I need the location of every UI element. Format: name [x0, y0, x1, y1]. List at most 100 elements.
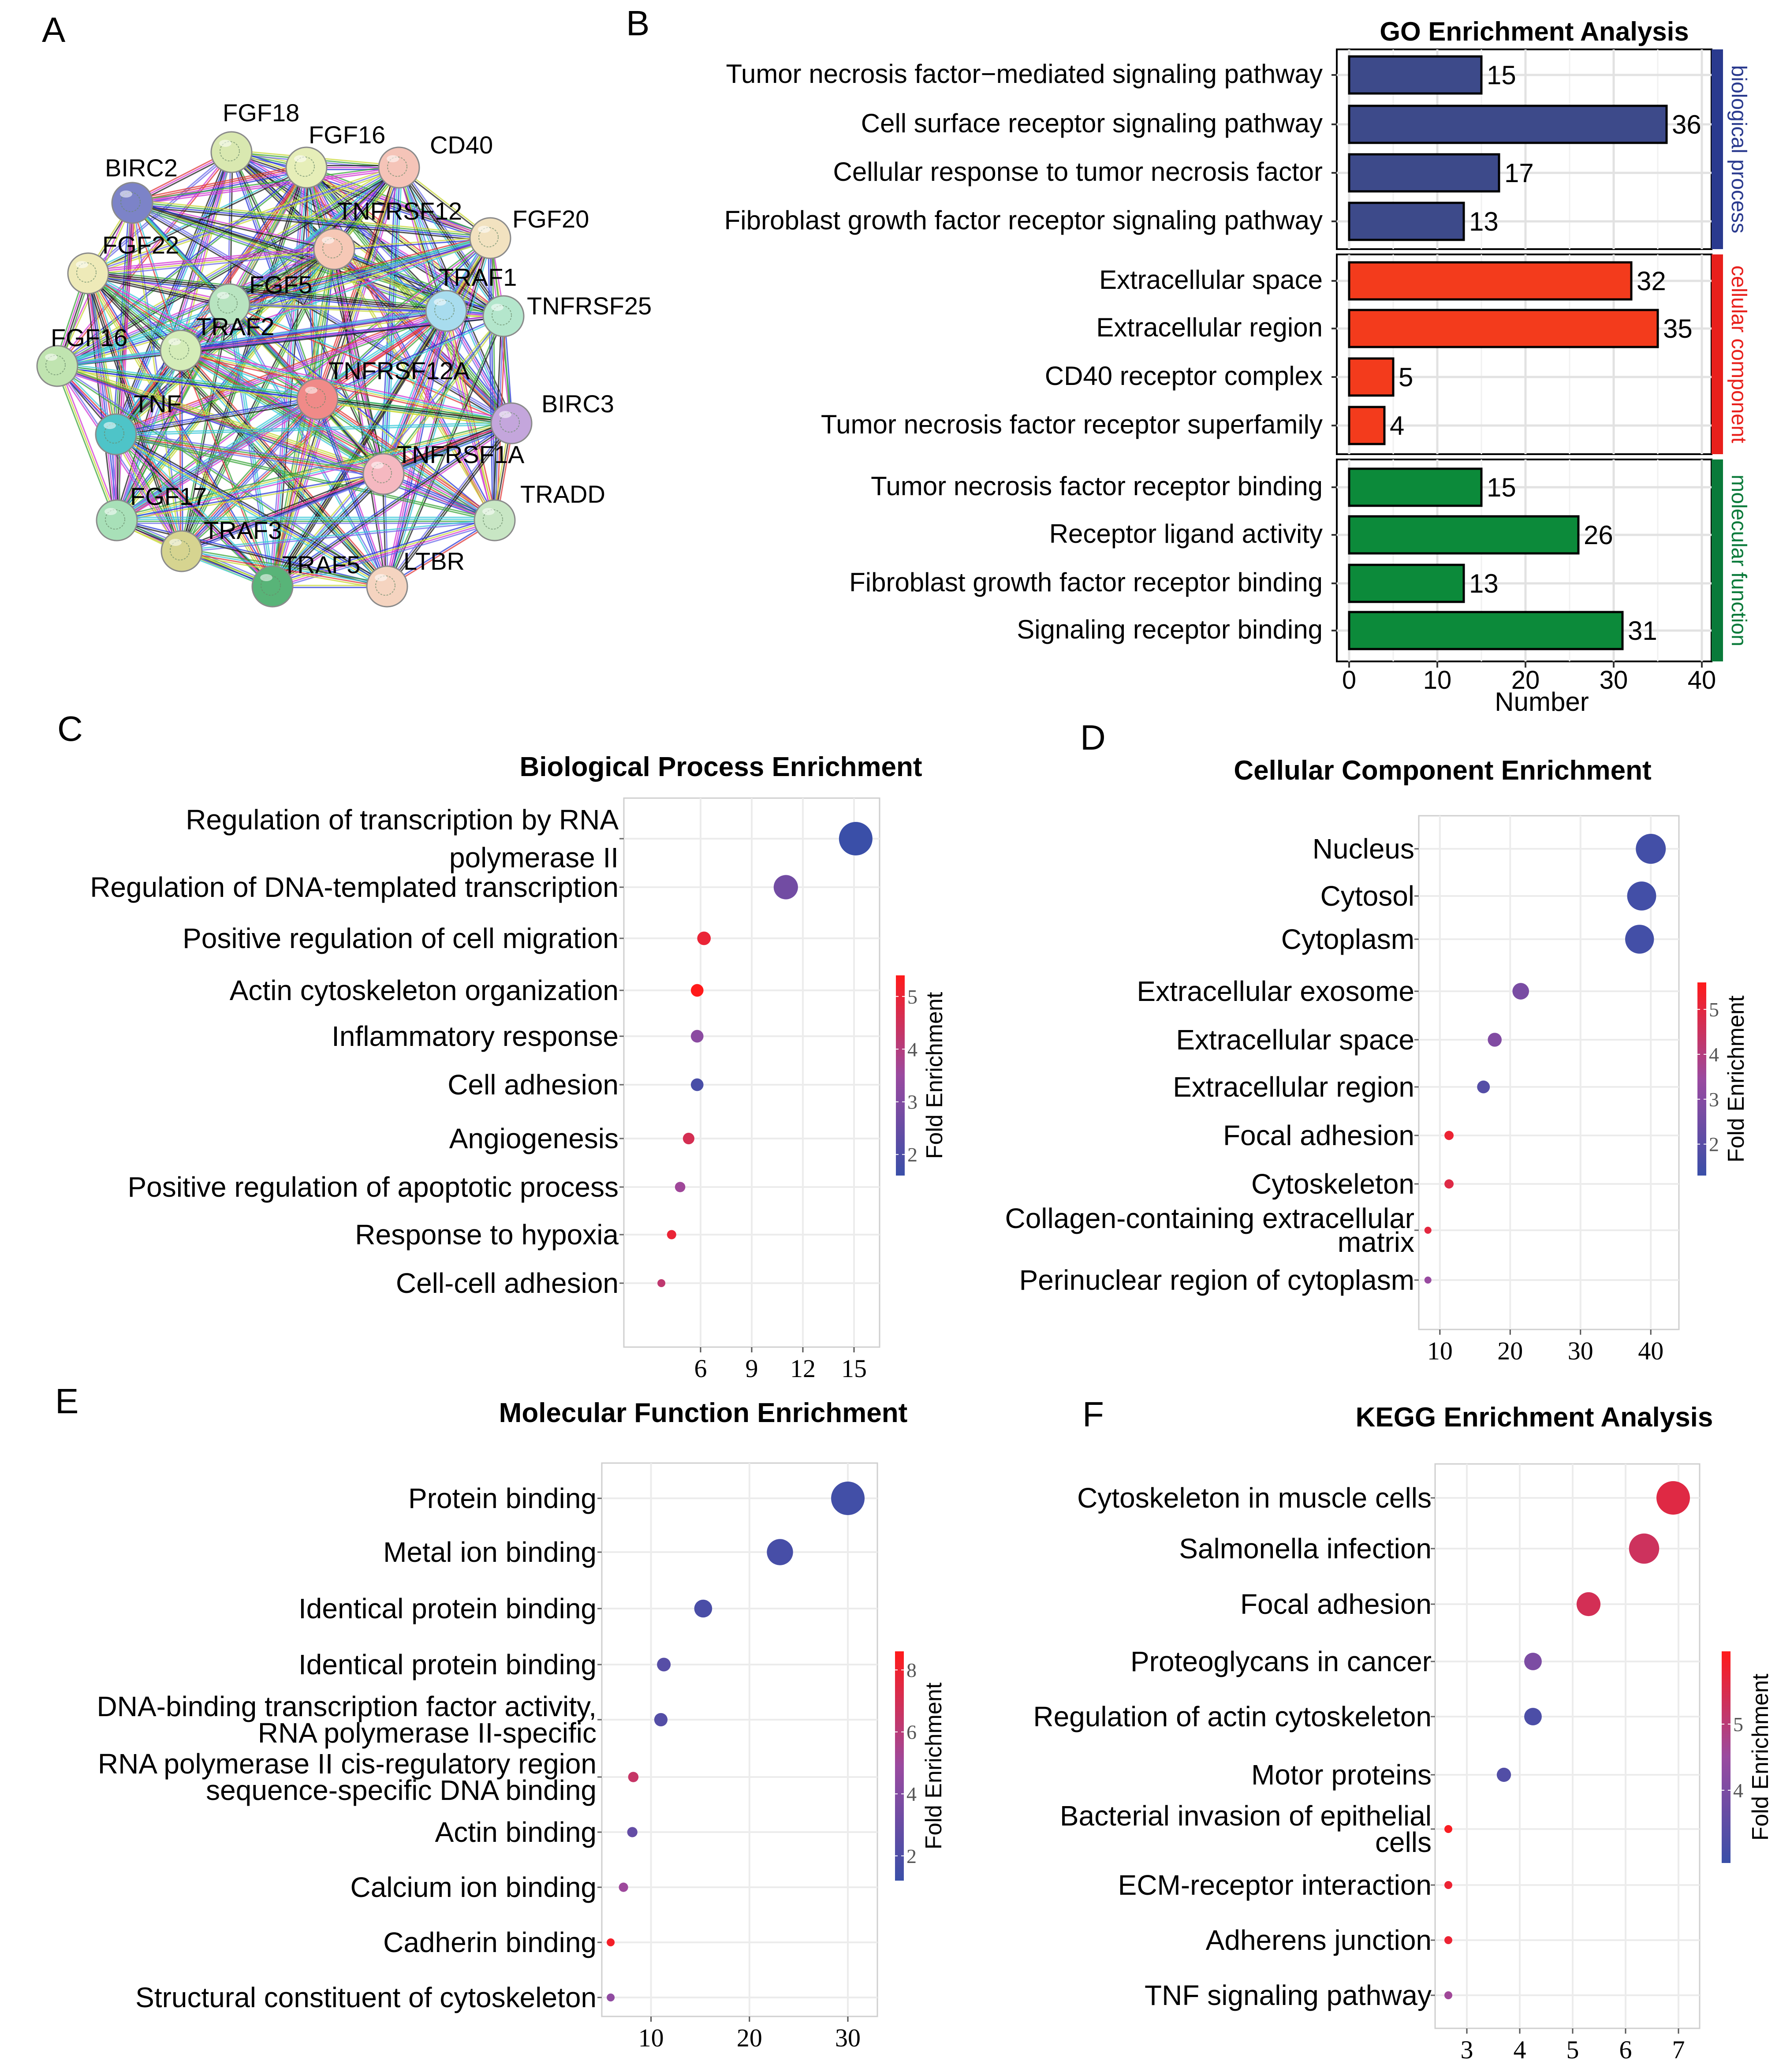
term-label: Extracellular space: [1176, 1024, 1414, 1056]
enrichment-dot: [694, 1599, 712, 1618]
enrichment-dot: [1512, 983, 1529, 1000]
network-edge: [273, 399, 320, 587]
go-term-label: Extracellular space: [1099, 265, 1323, 295]
network-edge: [307, 165, 505, 315]
enrichment-dot: [1576, 1592, 1601, 1617]
network-edge: [317, 397, 512, 423]
term-label: Bacterial invasion of epithelial: [1060, 1800, 1432, 1832]
enrichment-dot: [1444, 1991, 1452, 1999]
go-bar-chart: GO Enrichment Analysis 15 Tumor necrosis …: [724, 17, 1750, 717]
x-tick-label: 6: [694, 1354, 707, 1383]
network-edge: [87, 276, 229, 308]
network-edge: [87, 151, 231, 273]
network-edge: [181, 472, 384, 551]
network-edge: [88, 247, 334, 273]
network-edge: [117, 474, 384, 522]
colorbar-title: Fold Enrichment: [1723, 995, 1749, 1162]
network-edge: [131, 203, 446, 313]
network-edge: [180, 398, 317, 551]
network-edge: [56, 366, 118, 521]
term-label: ECM-receptor interaction: [1118, 1869, 1432, 1901]
enrichment-dot: [1488, 1033, 1502, 1047]
network-edge: [87, 165, 399, 273]
term-label: Actin binding: [435, 1816, 597, 1848]
term-label: Motor proteins: [1251, 1759, 1432, 1791]
go-category-label: molecular function: [1727, 474, 1750, 646]
network-edge: [132, 168, 399, 205]
network-node: [482, 295, 525, 337]
network-edge: [388, 424, 514, 588]
network-edge: [131, 164, 306, 201]
x-tick-label: 3: [1461, 2035, 1473, 2064]
go-x-tick-label: 30: [1600, 666, 1628, 694]
network-label: TRAF2: [196, 313, 274, 340]
go-bar: [1348, 515, 1580, 555]
go-group-2: 15 Tumor necrosis factor receptor binding…: [849, 459, 1750, 662]
go-bar-value: 15: [1487, 473, 1516, 502]
enrichment-dot: [667, 1230, 676, 1239]
go-term-label: Tumor necrosis factor−mediated signaling…: [726, 59, 1323, 89]
x-tick-label: 10: [1427, 1337, 1453, 1365]
network-edge: [57, 304, 230, 368]
network-edge: [317, 399, 511, 425]
bp-dot-chart: Biological Process Enrichment Regulation…: [90, 752, 947, 1383]
network-edge: [306, 167, 504, 317]
network-node: [210, 131, 253, 173]
enrichment-dot: [697, 931, 711, 945]
colorbar-tick-label: 4: [1733, 1779, 1743, 1802]
go-bar: [1348, 406, 1386, 445]
colorbar-tick-label: 3: [1709, 1088, 1719, 1111]
colorbar-tick-label: 8: [906, 1659, 917, 1681]
colorbar-tick-label: 4: [1709, 1043, 1719, 1066]
enrichment-dot: [657, 1279, 666, 1287]
go-bar: [1348, 564, 1465, 603]
term-label: Regulation of transcription by RNA: [186, 804, 619, 836]
colorbar: [895, 1651, 904, 1881]
term-label: Cell adhesion: [448, 1069, 619, 1101]
go-term-label: Cellular response to tumor necrosis fact…: [833, 157, 1323, 187]
term-label: RNA polymerase II cis-regulatory region: [98, 1748, 597, 1780]
x-tick-label: 4: [1514, 2035, 1526, 2064]
enrichment-dot: [1424, 1227, 1432, 1234]
kegg-dot-chart: KEGG Enrichment Analysis Cytoskeleton in…: [1033, 1402, 1773, 2064]
go-bar-value: 36: [1672, 110, 1701, 139]
go-bar-value: 35: [1663, 314, 1693, 343]
network-edge: [181, 350, 274, 586]
network-edge: [117, 203, 134, 521]
term-label: Extracellular region: [1173, 1071, 1414, 1103]
network-edge: [228, 235, 490, 302]
network-node: [296, 378, 339, 420]
network-label: FGF20: [512, 205, 589, 233]
network-edge: [227, 304, 272, 587]
colorbar-tick-label: 3: [907, 1091, 917, 1113]
network-edge: [273, 523, 496, 590]
network-edge: [86, 274, 386, 589]
network-edge: [88, 273, 274, 586]
network-edge: [386, 310, 447, 587]
network-edge: [181, 349, 512, 423]
colorbar: [896, 975, 905, 1176]
network-label: TNFRSF1A: [397, 441, 525, 468]
network-edge: [317, 249, 336, 399]
network-edge: [116, 434, 495, 522]
term-label: Cytosol: [1320, 880, 1414, 912]
network-edge: [84, 273, 115, 521]
enrichment-dot: [690, 1030, 704, 1043]
network-edge: [88, 273, 446, 313]
network-edge: [116, 400, 318, 437]
network-edge: [88, 273, 229, 306]
term-label: Cadherin binding: [383, 1926, 597, 1958]
network-edge: [57, 309, 446, 366]
network-edge: [56, 302, 229, 366]
term-label: Metal ion binding: [383, 1536, 597, 1568]
network-edge: [117, 423, 512, 522]
network-label: TRAF1: [439, 263, 517, 291]
term-label: sequence-specific DNA binding: [206, 1774, 597, 1806]
network-node: [208, 283, 250, 325]
term-label: Regulation of DNA-templated transcriptio…: [90, 871, 619, 903]
term-label: Actin cytoskeleton organization: [230, 974, 619, 1006]
network-edge: [116, 423, 512, 436]
term-label: Collagen-containing extracellular: [1005, 1202, 1414, 1234]
network-label: TNF: [134, 390, 182, 418]
